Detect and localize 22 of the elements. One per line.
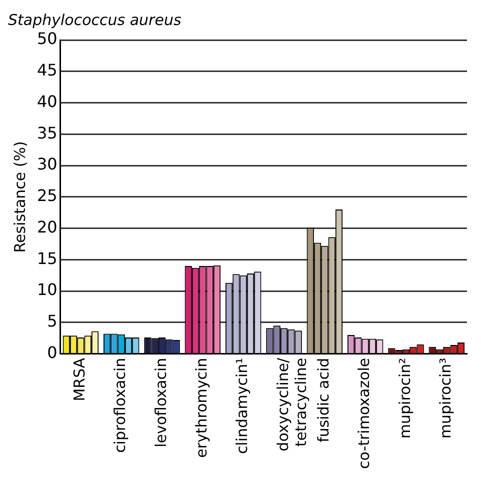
x-tick-label: mupirocin³ [436,358,455,439]
y-tick-label: 0 [47,342,58,362]
y-tick-label: 20 [37,217,58,236]
x-tick-label: MRSA [70,357,89,402]
y-tick-label: 5 [47,312,58,331]
x-tick-label: fusidic acid [314,358,333,442]
x-tick-label: ciprofloxacin [111,358,130,453]
y-tick-label: 35 [37,123,58,142]
x-tick-label: clindamycin¹ [233,358,252,454]
y-tick-label: 25 [37,186,58,206]
x-tick-label: levofloxacin [152,358,170,448]
y-tick-label: 40 [37,92,58,111]
y-tick-label: 30 [37,154,58,174]
y-axis-title: Resistance (%) [10,141,29,253]
x-tick-label: mupirocin² [396,358,414,439]
x-tick-label: co-trimoxazole [355,358,374,470]
y-tick-label: 50 [37,29,58,48]
x-tick-label: erythromycin [192,358,211,458]
y-tick-label: 10 [37,280,58,300]
chart-title: Staphylococcus aureus [8,10,182,29]
y-tick-label: 45 [37,60,58,80]
y-tick-label: 15 [37,248,58,268]
